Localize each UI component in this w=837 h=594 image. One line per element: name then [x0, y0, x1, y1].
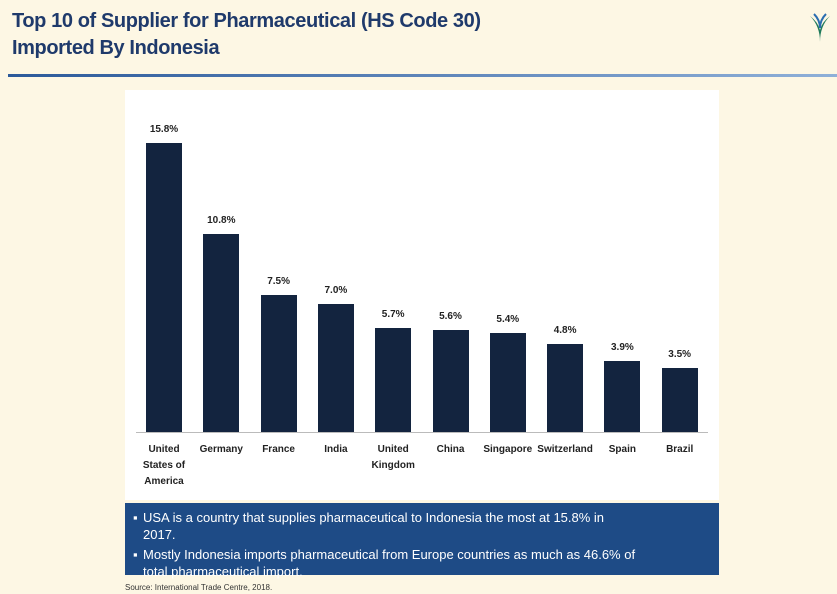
- x-tick-label: United States of America: [142, 444, 186, 487]
- value-label: 7.5%: [267, 275, 290, 287]
- bar: [547, 344, 584, 432]
- bar: [432, 329, 469, 432]
- x-tick-label: United Kingdom: [371, 444, 415, 471]
- bar: [203, 234, 240, 432]
- title-rule: [8, 74, 837, 77]
- x-tick-label: Singapore: [483, 444, 533, 455]
- value-label: 5.4%: [496, 314, 520, 326]
- chart-panel: 15.8% United States of America 10.8% German…: [125, 90, 719, 500]
- value-label: 5.6%: [439, 310, 462, 322]
- bar: [375, 327, 412, 432]
- x-tick-label: India: [324, 444, 348, 455]
- value-label: 3.9%: [610, 341, 634, 353]
- source: Source: International Trade Centre, 2018…: [125, 583, 273, 592]
- x-tick-label: France: [262, 444, 295, 455]
- value-label: 15.8%: [149, 124, 179, 135]
- x-tick-label: Germany: [199, 444, 243, 455]
- bar: [146, 143, 182, 432]
- title-line: Top 10 of Supplier for Pharmaceutical (H…: [12, 10, 481, 32]
- bar: [489, 333, 526, 432]
- slide-title: Top 10 of Supplier for Pharmaceutical (H…: [12, 8, 481, 62]
- value-label: 4.8%: [553, 325, 577, 337]
- x-tick-label: China: [436, 444, 465, 455]
- value-label: 5.7%: [381, 308, 405, 320]
- bar: [317, 303, 354, 432]
- bar: [661, 367, 698, 432]
- bar: [604, 360, 641, 432]
- value-label: 3.5%: [668, 348, 692, 360]
- x-tick-label: Spain: [608, 444, 636, 455]
- x-axis: [136, 432, 708, 433]
- title-line: Imported By Indonesia: [12, 37, 220, 59]
- note: USA is a country that supplies pharmaceu…: [133, 509, 639, 543]
- notes-box: USA is a country that supplies pharmaceu…: [125, 503, 719, 579]
- value-label: 7.0%: [324, 284, 348, 296]
- x-tick-label: Brazil: [666, 444, 694, 455]
- value-label: 10.8%: [207, 215, 236, 227]
- note: Mostly Indonesia imports pharmaceutical …: [133, 546, 639, 580]
- x-tick-label: Switzerland: [537, 444, 593, 455]
- logo: [810, 13, 830, 42]
- bar: [260, 294, 297, 432]
